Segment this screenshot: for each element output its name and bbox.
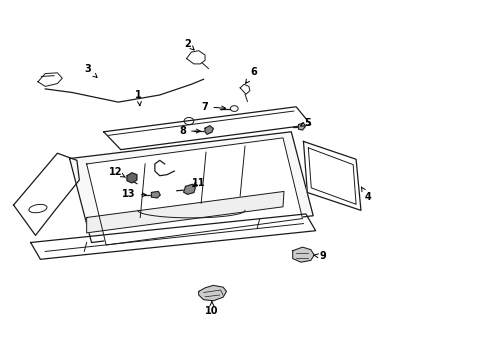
Polygon shape — [303, 141, 361, 210]
Text: 1: 1 — [135, 90, 142, 106]
Polygon shape — [87, 138, 302, 245]
Polygon shape — [187, 51, 205, 64]
Polygon shape — [151, 192, 160, 198]
Polygon shape — [104, 107, 311, 150]
Text: 12: 12 — [109, 167, 125, 177]
Text: 2: 2 — [184, 39, 194, 50]
Polygon shape — [205, 126, 213, 134]
Text: 10: 10 — [205, 301, 219, 316]
Text: 9: 9 — [314, 251, 326, 261]
Text: 13: 13 — [122, 189, 146, 199]
Text: 7: 7 — [202, 102, 225, 112]
Polygon shape — [298, 123, 305, 130]
Polygon shape — [38, 73, 62, 86]
Text: 6: 6 — [245, 67, 257, 84]
Polygon shape — [184, 184, 196, 194]
Polygon shape — [14, 153, 79, 235]
Polygon shape — [127, 173, 137, 183]
Polygon shape — [87, 192, 284, 233]
Polygon shape — [199, 285, 226, 301]
Text: 8: 8 — [179, 126, 200, 136]
Circle shape — [230, 106, 238, 111]
Text: 4: 4 — [361, 187, 371, 202]
Text: 5: 5 — [300, 118, 311, 128]
Text: 11: 11 — [192, 178, 205, 188]
Polygon shape — [70, 132, 313, 243]
Polygon shape — [240, 84, 250, 94]
Polygon shape — [293, 247, 314, 262]
Polygon shape — [30, 214, 316, 259]
Text: 3: 3 — [85, 64, 97, 77]
